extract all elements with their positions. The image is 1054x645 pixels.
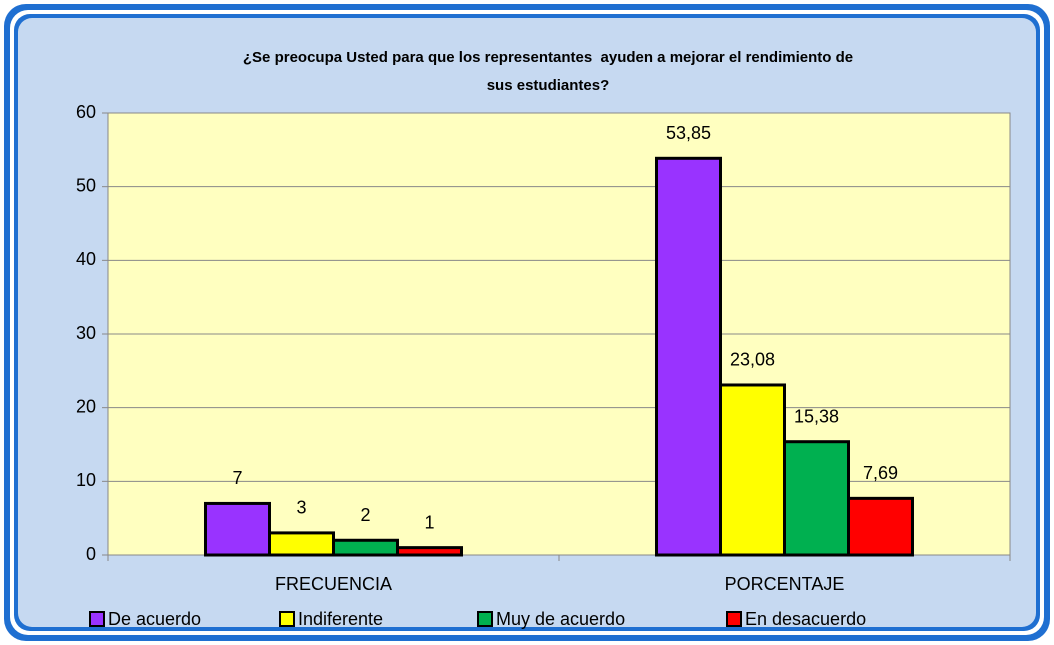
bar	[268, 531, 335, 557]
x-tick-label: PORCENTAJE	[725, 574, 845, 594]
legend-swatch	[279, 611, 295, 627]
y-tick-label: 20	[76, 396, 96, 416]
legend-swatch	[477, 611, 493, 627]
y-tick-label: 40	[76, 249, 96, 269]
legend-label: En desacuerdo	[745, 609, 866, 629]
value-label: 15,38	[794, 406, 839, 426]
value-label: 2	[360, 505, 370, 525]
value-label: 7	[232, 468, 242, 488]
x-tick-label: FRECUENCIA	[275, 574, 392, 594]
y-tick-label: 50	[76, 175, 96, 195]
bar	[783, 440, 850, 557]
y-tick-label: 10	[76, 470, 96, 490]
legend-swatch	[89, 611, 105, 627]
legend-label: Indiferente	[298, 609, 383, 629]
chart-title: sus estudiantes?	[487, 77, 610, 94]
y-tick-label: 60	[76, 102, 96, 122]
bar	[396, 546, 463, 557]
legend-label: Muy de acuerdo	[496, 609, 625, 629]
value-label: 53,85	[666, 123, 711, 143]
value-label: 23,08	[730, 350, 775, 370]
bar	[655, 156, 722, 557]
bar	[719, 383, 786, 557]
value-label: 7,69	[863, 463, 898, 483]
y-tick-label: 30	[76, 323, 96, 343]
bar	[332, 538, 399, 557]
legend-swatch	[726, 611, 742, 627]
bar	[847, 496, 914, 557]
bar	[204, 501, 271, 557]
y-tick-label: 0	[86, 544, 96, 564]
value-label: 3	[296, 498, 306, 518]
value-label: 1	[424, 512, 434, 532]
legend-label: De acuerdo	[108, 609, 201, 629]
chart-title: ¿Se preocupa Usted para que los represen…	[243, 49, 853, 66]
